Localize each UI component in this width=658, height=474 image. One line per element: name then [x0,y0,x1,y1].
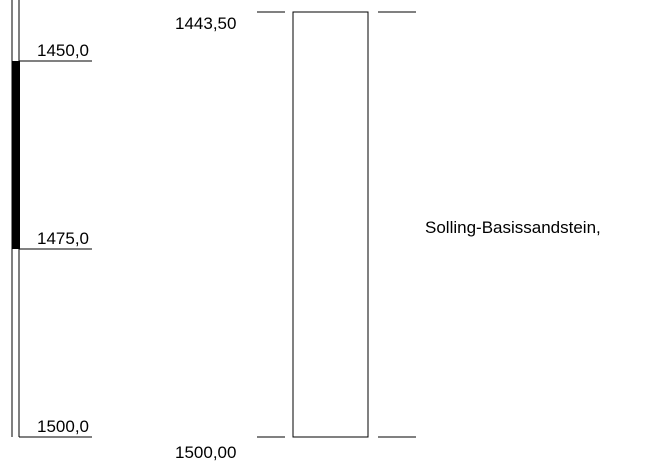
depth-filled-interval [12,61,20,249]
tick-label-1450: 1450,0 [37,41,89,60]
layer-top-depth-label: 1443,50 [175,14,236,33]
tick-label-1475: 1475,0 [37,229,89,248]
layer-description: Solling-Basissandstein, [425,218,601,237]
lithology-layer-box [292,11,369,438]
tick-label-1500: 1500,0 [37,417,89,436]
layer-bottom-depth-label: 1500,00 [175,443,236,462]
